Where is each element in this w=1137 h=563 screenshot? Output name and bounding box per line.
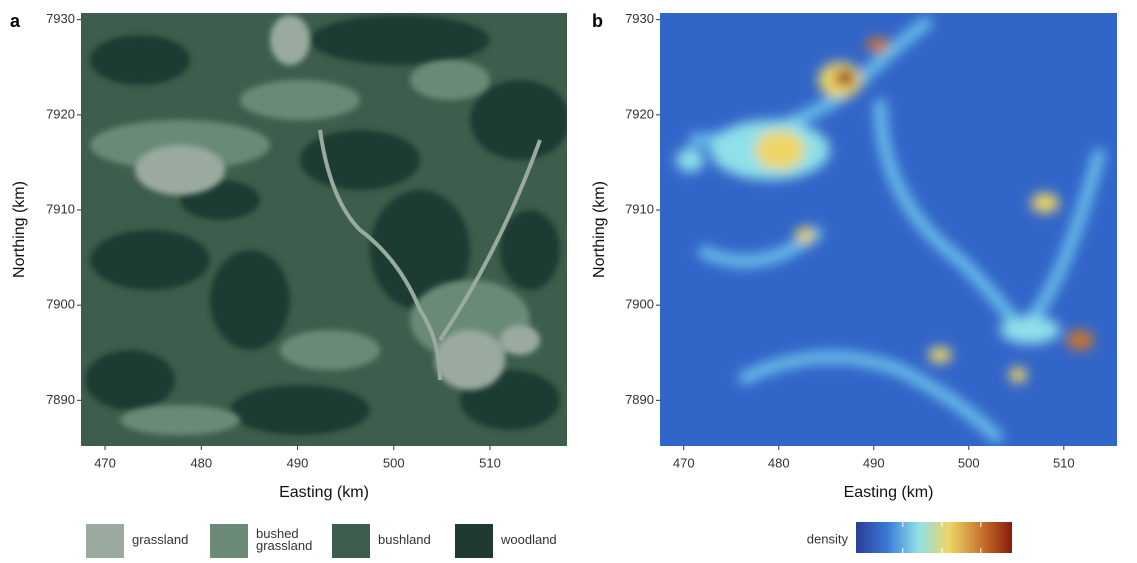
legend-label-box: bushed grassland: [256, 522, 324, 558]
x-tick-label: 470: [94, 455, 116, 470]
x-tick-label: 500: [958, 455, 980, 470]
legend-label-box: woodland: [501, 522, 569, 558]
legend-swatch: [86, 524, 124, 558]
y-tick-label: 7890: [46, 392, 75, 407]
legend-swatch: [455, 524, 493, 558]
y-tick-label: 7930: [625, 11, 654, 26]
y-tick-label: 7900: [46, 297, 75, 312]
legend-label: grassland: [132, 522, 200, 558]
y-tick-label: 7910: [46, 201, 75, 216]
x-tick-label: 510: [1053, 455, 1075, 470]
figure: a 470 480 490 500 510 7890 7900 7910 7920 7930 East…: [0, 0, 1137, 558]
x-tick-label: 490: [863, 455, 885, 470]
x-tick-label: 490: [287, 455, 309, 470]
x-tick-label: 480: [768, 455, 790, 470]
y-tick-label: 7890: [625, 392, 654, 407]
y-tick-label: 7900: [625, 297, 654, 312]
y-tick-label: 7920: [625, 106, 654, 121]
panel-label: b: [592, 11, 603, 31]
y-tick-label: 7920: [46, 106, 75, 121]
x-tick-label: 480: [190, 455, 212, 470]
x-tick-label: 510: [479, 455, 501, 470]
legend-label-box: grassland: [132, 522, 200, 558]
x-axis-title: Easting (km): [844, 484, 934, 501]
legend-swatch: [210, 524, 248, 558]
panel-label: a: [10, 11, 21, 31]
colorbar: [856, 522, 1012, 553]
landcover-raster: [81, 13, 570, 446]
y-axis-title: Northing (km): [591, 181, 608, 278]
colorbar-title: density: [807, 531, 849, 546]
legend-swatch: [332, 524, 370, 558]
y-tick-label: 7910: [625, 201, 654, 216]
x-axis-title: Easting (km): [279, 484, 369, 501]
legend-label: woodland: [501, 522, 569, 558]
x-tick-label: 500: [383, 455, 405, 470]
y-tick-label: 7930: [46, 11, 75, 26]
x-tick-label: 470: [673, 455, 695, 470]
legend-label: bushed grassland: [256, 522, 324, 558]
legend-label-box: bushland: [378, 522, 446, 558]
legend-label: bushland: [378, 522, 446, 558]
density-raster: [660, 13, 1117, 446]
y-axis-title: Northing (km): [11, 181, 28, 278]
